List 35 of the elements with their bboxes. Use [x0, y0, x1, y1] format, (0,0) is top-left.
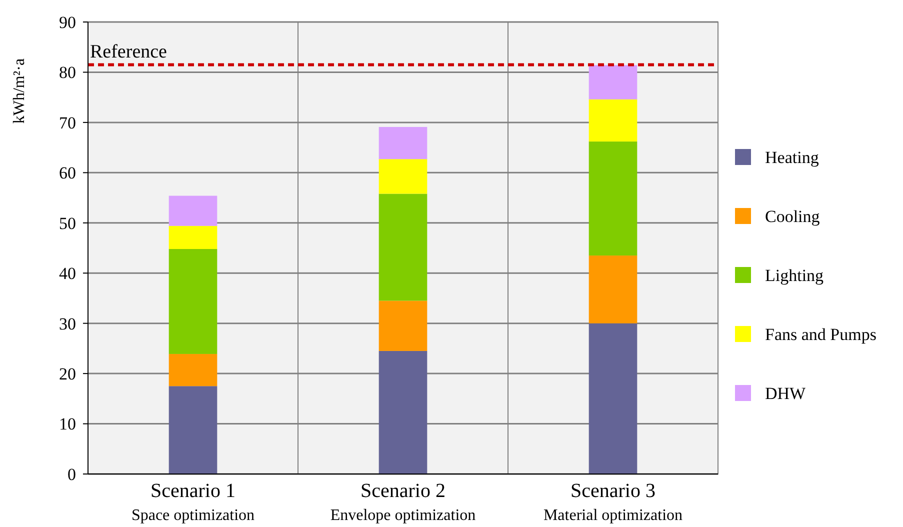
- bar: [378, 194, 428, 301]
- legend-label: Fans and Pumps: [765, 324, 876, 344]
- y-tick-label: 0: [68, 464, 76, 484]
- ref-line-label: Reference: [90, 42, 167, 63]
- bar: [378, 159, 428, 194]
- bar: [168, 196, 218, 226]
- x-tick-label: Scenario 2 Envelope optimization: [330, 480, 476, 524]
- y-axis-title: kWh/m²·a: [11, 58, 28, 124]
- y-tick-label: 80: [59, 63, 76, 82]
- y-tick-label: 70: [59, 113, 76, 132]
- y-tick-label: 60: [59, 164, 76, 183]
- bar: [588, 142, 638, 256]
- x-tick-label: Scenario 3 Material optimization: [543, 480, 683, 524]
- bar: [588, 323, 638, 474]
- y-tick-label: 50: [59, 214, 76, 233]
- bar: [378, 126, 428, 160]
- bar: [378, 350, 428, 474]
- legend-label: Cooling: [765, 206, 820, 226]
- y-tick-label: 40: [59, 264, 76, 284]
- bar: [588, 65, 638, 100]
- y-tick-label: 90: [59, 12, 76, 32]
- bar: [168, 226, 218, 250]
- y-tick-label: 20: [59, 364, 76, 384]
- bar: [378, 300, 428, 351]
- legend-label: Heating: [765, 148, 820, 167]
- y-tick-label: 10: [59, 414, 76, 434]
- legend-label: DHW: [765, 384, 807, 403]
- bar: [168, 386, 218, 474]
- bar: [588, 99, 638, 142]
- x-tick-label: Scenario 1 Space optimization: [131, 480, 255, 524]
- bar: [588, 256, 638, 324]
- bar: [168, 354, 218, 386]
- legend-label: Lighting: [765, 266, 824, 285]
- bar: [168, 249, 218, 354]
- y-tick-label: 30: [59, 314, 76, 334]
